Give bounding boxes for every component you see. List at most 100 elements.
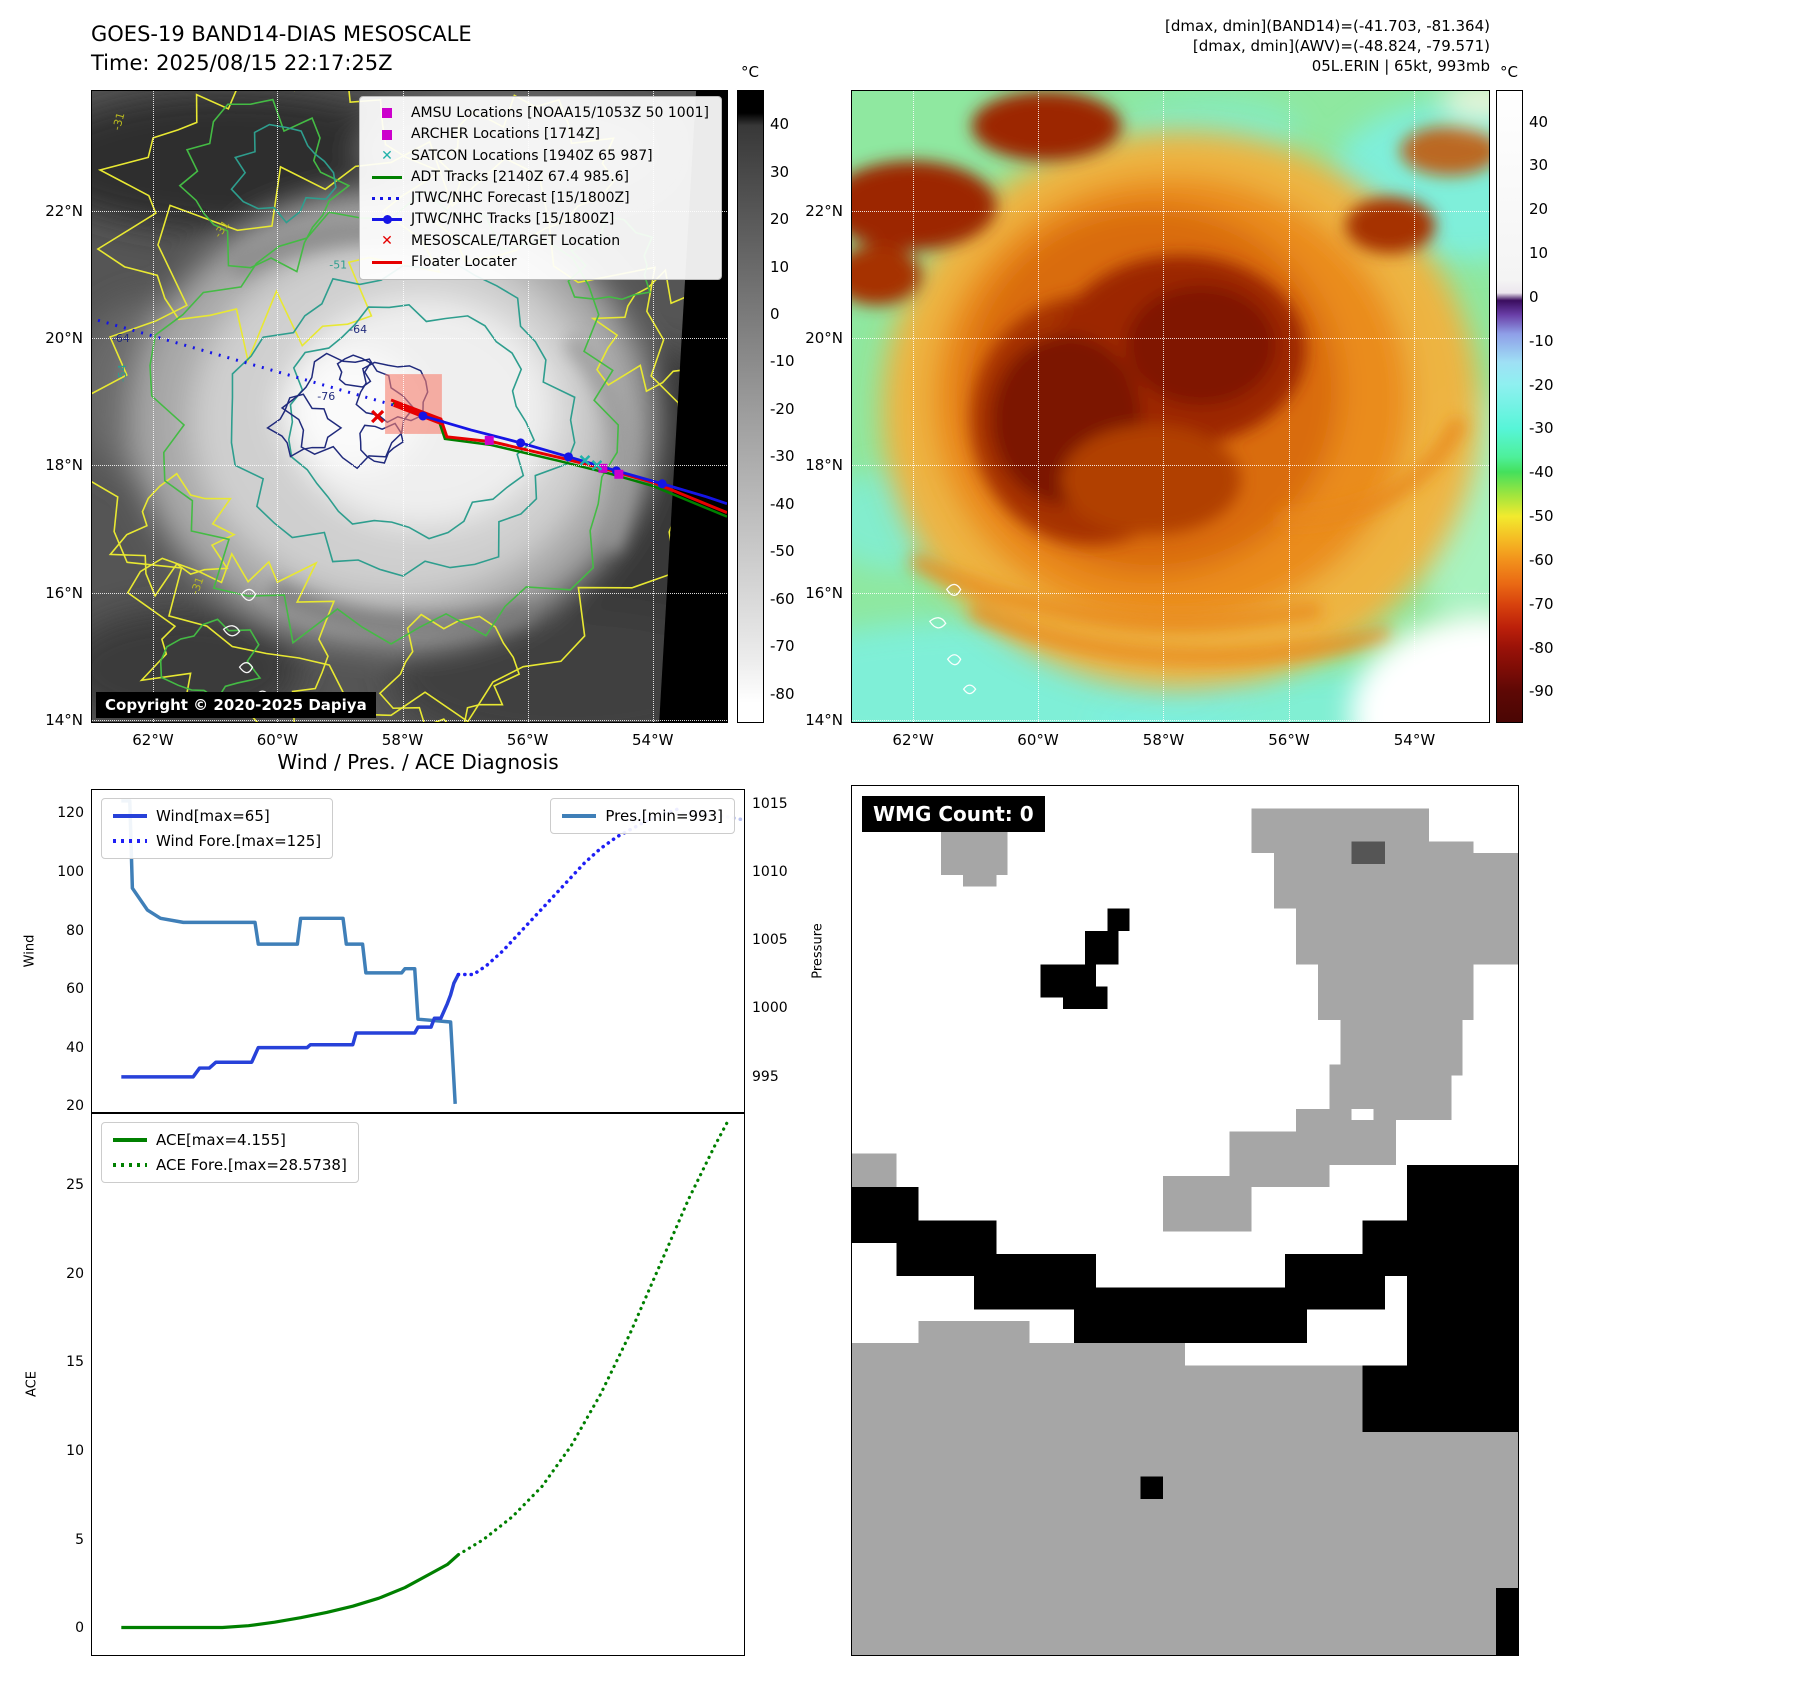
svg-text:-31: -31 xyxy=(188,575,206,596)
square-marker xyxy=(372,129,402,140)
y-axis-tick-label: 5 xyxy=(75,1531,84,1548)
y-axis-tick-label: 995 xyxy=(752,1068,779,1085)
colorbar-tick-label: -20 xyxy=(770,399,795,418)
wmg-count-label: WMG Count: 0 xyxy=(862,796,1045,832)
amsu-archer-markers xyxy=(484,435,624,479)
jtwc-track-points xyxy=(418,411,667,489)
lon-tick-label: 58°W xyxy=(1142,731,1185,749)
lat-tick-label: 16°N xyxy=(45,583,83,602)
legend-item: ACE[max=4.155] xyxy=(113,1131,347,1149)
line-marker xyxy=(113,1138,147,1142)
colorbar-tick-label: 30 xyxy=(770,162,790,181)
lat-tick-label: 18°N xyxy=(45,456,83,475)
lon-tick-label: 54°W xyxy=(631,731,674,749)
jtwc-forecast-line xyxy=(97,318,422,415)
line-marker xyxy=(371,175,402,179)
colorbar-tick-label: 40 xyxy=(1529,112,1549,131)
y-axis-tick-label: 20 xyxy=(66,1098,84,1115)
legend-label: SATCON Locations [1940Z 65 987] xyxy=(410,147,653,164)
legend-label: Wind[max=65] xyxy=(156,807,270,825)
legend-item: JTWC/NHC Tracks [15/1800Z] xyxy=(371,211,709,228)
lon-tick-label: 60°W xyxy=(1017,731,1059,749)
line-marker xyxy=(371,260,402,264)
colorbar-tick-label: -40 xyxy=(1529,463,1554,482)
colorbar-tick-label: -70 xyxy=(1529,594,1554,613)
line-marker xyxy=(113,839,147,843)
y-axis-tick-label: 1005 xyxy=(752,932,788,949)
awv-header-block: [dmax, dmin](BAND14)=(-41.703, -81.364) … xyxy=(1165,16,1490,76)
jtwc-track-line xyxy=(422,414,727,506)
lat-tick-label: 22°N xyxy=(45,201,83,220)
colorbar-tick-label: -50 xyxy=(770,542,795,561)
colorbar-tick-label: -90 xyxy=(1529,682,1554,701)
series-wind-fore- xyxy=(456,805,684,977)
svg-text:-64: -64 xyxy=(112,332,130,345)
colorbar-tick-label: -30 xyxy=(1529,419,1554,438)
storm-id-label: 05L.ERIN | 65kt, 993mb xyxy=(1311,57,1490,75)
y-axis-tick-label: 60 xyxy=(66,981,84,998)
legend-label: JTWC/NHC Tracks [15/1800Z] xyxy=(410,211,615,228)
colorbar-tick-label: -70 xyxy=(770,637,795,656)
legend-item: Pres.[min=993] xyxy=(562,807,723,825)
y-axis-tick-label: 20 xyxy=(66,1265,84,1282)
line-marker xyxy=(113,814,147,818)
y-axis-tick-label: 120 xyxy=(57,805,84,822)
lon-tick-label: 58°W xyxy=(381,731,424,749)
colorbar-tick-label: -10 xyxy=(1529,331,1554,350)
wmg-panel: WMG Count: 0 xyxy=(851,785,1519,1656)
y-axis-tick-label: 1000 xyxy=(752,1000,788,1017)
wind-legend: Wind[max=65] Wind Fore.[max=125] xyxy=(101,798,334,859)
legend-item: ✕ SATCON Locations [1940Z 65 987] xyxy=(372,148,709,165)
legend-dot xyxy=(382,215,392,225)
colorbar-tick-label: -60 xyxy=(770,589,795,608)
colorbar-tick-label: 10 xyxy=(770,257,790,276)
awv-colorbar: °C 40 30 20 10 0 -10 -20 -30 -40 -50 -60 -70 -80 -90 xyxy=(1496,63,1554,723)
legend-label: ACE Fore.[max=28.5738] xyxy=(156,1156,347,1174)
awv-satellite-image xyxy=(852,91,1489,722)
series-wind xyxy=(121,973,460,1079)
lon-tick-label: 62°W xyxy=(132,731,174,749)
y-axis-tick-label: 1010 xyxy=(752,863,788,880)
island-outlines xyxy=(928,583,977,695)
y-axis-tick-label: 25 xyxy=(66,1176,84,1193)
y-axis-tick-label: 1015 xyxy=(752,795,788,812)
band14-title-block: GOES-19 BAND14-DIAS MESOSCALE Time: 2025… xyxy=(91,20,472,78)
lat-tick-label: 16°N xyxy=(805,583,843,602)
series-ace xyxy=(121,1553,460,1630)
legend-label: Pres.[min=993] xyxy=(605,807,723,825)
lon-tick-label: 54°W xyxy=(1393,731,1436,749)
y-axis-tick-label: 80 xyxy=(66,922,84,939)
lat-tick-label: 14°N xyxy=(805,711,843,730)
awv-colorbar-unit: °C xyxy=(1500,63,1518,81)
y-axis-tick-label: 100 xyxy=(57,863,84,880)
dotted-marker xyxy=(371,197,402,201)
colorbar-tick-label: 40 xyxy=(770,115,790,134)
legend-item: JTWC/NHC Forecast [15/1800Z] xyxy=(371,190,709,207)
awv-header-line2: [dmax, dmin](AWV)=(-48.824, -79.571) xyxy=(1192,37,1490,55)
diagnosis-title: Wind / Pres. / ACE Diagnosis xyxy=(277,750,559,774)
line-marker xyxy=(113,1163,147,1167)
svg-text:-31: -31 xyxy=(110,111,127,132)
legend-item: ARCHER Locations [1714Z] xyxy=(372,126,709,143)
legend-item: ADT Tracks [2140Z 67.4 985.6] xyxy=(371,169,709,186)
wmg-mask-image xyxy=(852,786,1518,1655)
svg-text:-64: -64 xyxy=(349,323,367,336)
wind-pressure-chart: Wind[max=65] Wind Fore.[max=125] Pres.[mi… xyxy=(57,789,788,1114)
legend-item: Floater Locater xyxy=(371,254,709,271)
colorbar-tick-label: -80 xyxy=(1529,638,1554,657)
colorbar-tick-label: -30 xyxy=(770,447,795,466)
ace-chart: ACE[max=4.155] ACE Fore.[max=28.5738] 0 5 1… xyxy=(66,1113,745,1656)
legend-item: Wind[max=65] xyxy=(113,807,321,825)
legend-item: ACE Fore.[max=28.5738] xyxy=(113,1156,347,1174)
legend-label: MESOSCALE/TARGET Location xyxy=(410,232,621,249)
y-axis-tick-label: 0 xyxy=(75,1620,84,1637)
lat-tick-label: 20°N xyxy=(805,329,843,348)
y-axis-tick-label: 10 xyxy=(66,1443,84,1460)
lat-tick-label: 18°N xyxy=(805,456,843,475)
target-x-marker xyxy=(370,409,385,424)
lon-tick-label: 60°W xyxy=(256,731,299,749)
colorbar-tick-label: -50 xyxy=(1529,507,1554,526)
legend-label: AMSU Locations [NOAA15/1053Z 50 1001] xyxy=(410,105,709,121)
colorbar-tick-label: 0 xyxy=(770,304,780,323)
